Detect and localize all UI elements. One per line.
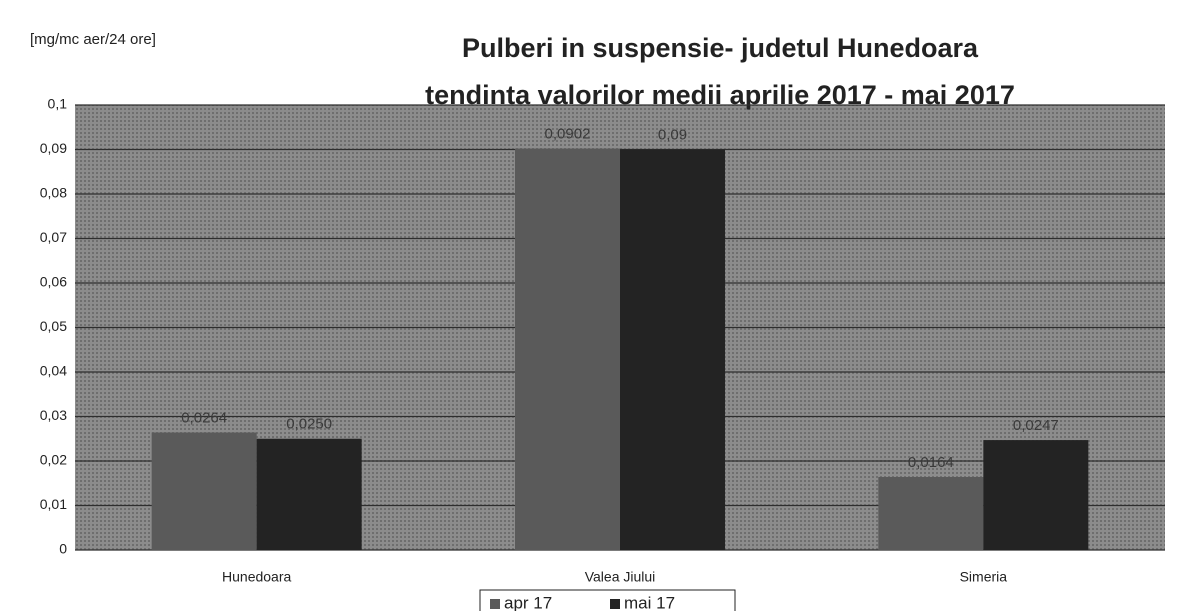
y-axis-label: [mg/mc aer/24 ore] <box>30 31 156 48</box>
y-tick-label: 0,04 <box>40 363 67 379</box>
chart-subtitle: tendinta valorilor medii aprilie 2017 - … <box>425 80 1015 110</box>
x-tick-label: Simeria <box>960 569 1008 585</box>
data-label: 0,0902 <box>545 126 591 143</box>
legend-swatch <box>610 599 620 609</box>
y-tick-label: 0 <box>59 541 67 557</box>
y-tick-label: 0,09 <box>40 140 67 156</box>
legend-label: mai 17 <box>624 593 675 611</box>
data-label: 0,0250 <box>286 416 332 433</box>
bar <box>983 440 1089 550</box>
x-tick-label: Valea Jiului <box>585 569 656 585</box>
y-tick-label: 0,03 <box>40 407 67 423</box>
legend-box <box>479 589 736 611</box>
y-tick-label: 0,07 <box>40 229 67 245</box>
legend-swatch <box>490 599 500 609</box>
bar <box>151 432 257 550</box>
y-tick-label: 0,1 <box>48 96 68 112</box>
data-label: 0,0264 <box>181 409 227 426</box>
y-tick-label: 0,01 <box>40 496 67 512</box>
chart-title: Pulberi in suspensie- judetul Hunedoara <box>462 33 979 63</box>
bar <box>878 477 984 550</box>
bar <box>620 149 725 550</box>
y-tick-label: 0,06 <box>40 274 67 290</box>
data-label: 0,0164 <box>908 454 954 471</box>
x-tick-label: Hunedoara <box>222 569 291 585</box>
legend-label: apr 17 <box>504 593 552 611</box>
y-tick-label: 0,02 <box>40 452 67 468</box>
bar <box>515 148 620 551</box>
data-label: 0,09 <box>658 126 687 143</box>
y-tick-label: 0,08 <box>40 185 67 201</box>
bar <box>256 438 362 550</box>
data-label: 0,0247 <box>1013 417 1059 434</box>
y-tick-label: 0,05 <box>40 318 67 334</box>
